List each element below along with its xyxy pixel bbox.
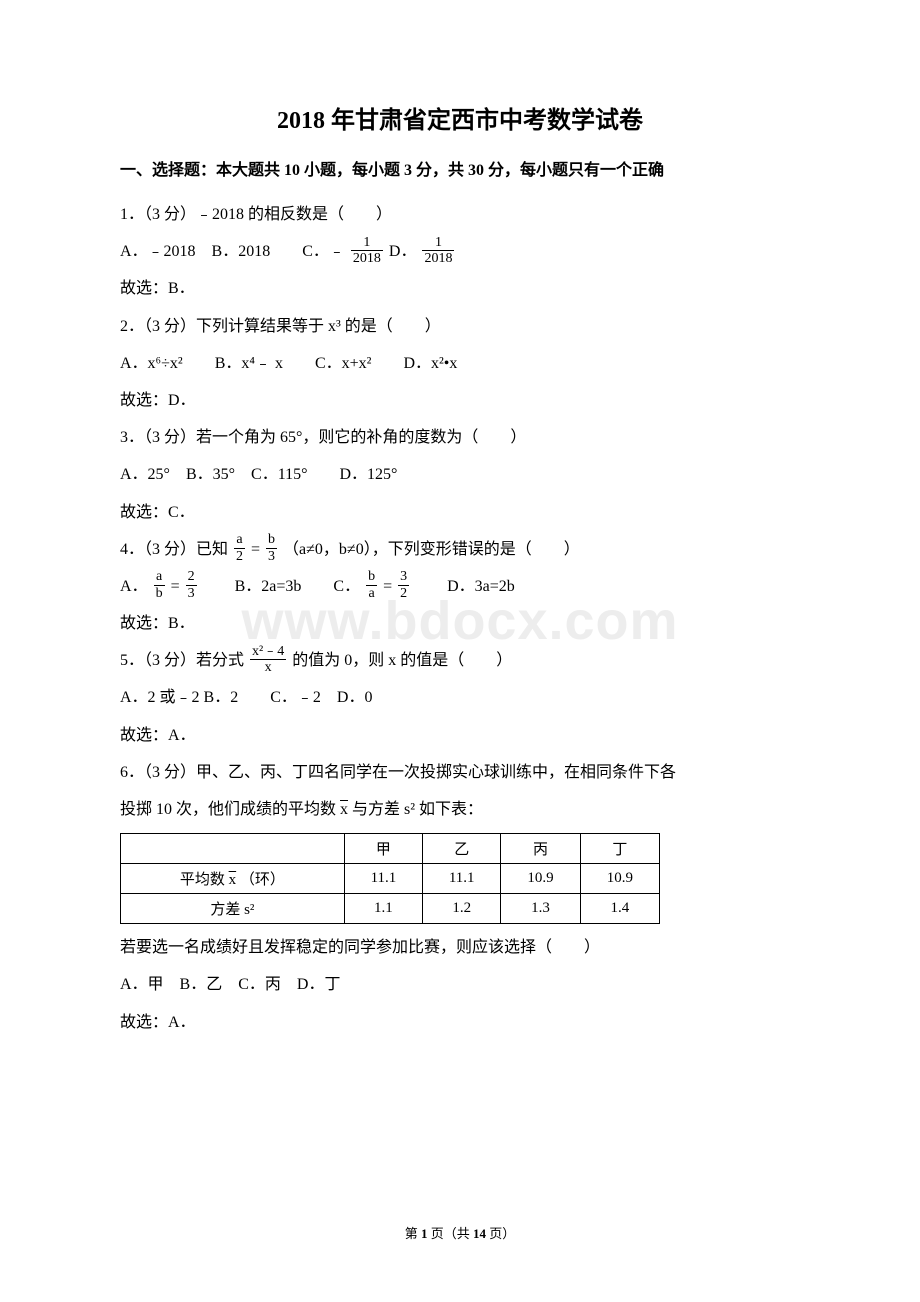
table-cell: 1.1	[344, 894, 422, 924]
frac-den: 2018	[351, 251, 383, 266]
frac-den: b	[154, 586, 165, 601]
q2-stem: 2．（3 分）下列计算结果等于 x³ 的是（ ）	[120, 309, 800, 344]
q5-stem-post: 的值为 0，则 x 的值是（ ）	[292, 652, 512, 669]
q6-answer: 故选：A．	[120, 1005, 800, 1040]
table-cell: 11.1	[344, 864, 422, 894]
doc-title: 2018 年甘肃省定西市中考数学试卷	[120, 100, 800, 135]
frac-den: 3	[186, 586, 197, 601]
frac-num: 3	[398, 569, 409, 585]
q4-fracC: b a	[366, 569, 377, 601]
q2-options: A．x⁶÷x² B．x⁴﹣ x C．x+x² D．x²•x	[120, 346, 800, 381]
q4-eq: =	[251, 541, 260, 558]
q4-eqC: =	[383, 578, 392, 595]
content: 2018 年甘肃省定西市中考数学试卷 一、选择题：本大题共 10 小题，每小题 …	[120, 100, 800, 1040]
frac-den: a	[366, 586, 377, 601]
q4-fracA: a b	[154, 569, 165, 601]
table-cell: 1.3	[501, 894, 580, 924]
table-cell: 11.1	[423, 864, 501, 894]
table-cell: 甲	[344, 834, 422, 864]
frac-num: 2	[186, 569, 197, 585]
q5-stem: 5．（3 分）若分式 x²﹣4 x 的值为 0，则 x 的值是（ ）	[120, 643, 800, 678]
frac-den: 3	[266, 549, 277, 564]
frac-num: b	[366, 569, 377, 585]
q4-frac-l: a 2	[234, 532, 245, 564]
q4-answer: 故选：B．	[120, 606, 800, 641]
footer-post: 页）	[486, 1226, 515, 1241]
table-cell: 1.2	[423, 894, 501, 924]
q4-eqA: =	[171, 578, 180, 595]
frac-num: a	[154, 569, 165, 585]
q4-fracC2: 3 2	[398, 569, 409, 601]
xbar: x	[229, 872, 237, 888]
q4-optA-pre: A．	[120, 578, 148, 595]
frac-den: 2	[398, 586, 409, 601]
q6-table: 甲 乙 丙 丁 平均数 x （环） 11.1 11.1 10.9 10.9 方差…	[120, 833, 660, 924]
footer-total: 14	[473, 1226, 486, 1241]
q4-optB: B．2a=3b C．	[203, 578, 360, 595]
frac-den: 2	[234, 549, 245, 564]
frac-den: x	[250, 660, 286, 675]
q5-stem-pre: 5．（3 分）若分式	[120, 652, 244, 669]
page-footer: 第 1 页（共 14 页）	[0, 1223, 920, 1242]
table-row: 甲 乙 丙 丁	[121, 834, 660, 864]
table-cell: 平均数 x （环）	[121, 864, 345, 894]
frac-num: x²﹣4	[250, 644, 286, 660]
page: www.bdocx.com 2018 年甘肃省定西市中考数学试卷 一、选择题：本…	[0, 0, 920, 1302]
table-row: 方差 s² 1.1 1.2 1.3 1.4	[121, 894, 660, 924]
q1-mid: D．	[389, 243, 417, 260]
q6-post: 若要选一名成绩好且发挥稳定的同学参加比赛，则应该选择（ ）	[120, 930, 800, 965]
q4-stem-pre: 4．（3 分）已知	[120, 541, 228, 558]
q6-stem2-post: 与方差 s² 如下表：	[352, 801, 483, 818]
footer-pre: 第	[405, 1226, 421, 1241]
q1-stem: 1．（3 分）﹣2018 的相反数是（ ）	[120, 197, 800, 232]
table-cell: 丙	[501, 834, 580, 864]
row1-label-pre: 平均数	[180, 872, 225, 888]
q4-stem-post: （a≠0，b≠0），下列变形错误的是（ ）	[283, 541, 580, 558]
q2-answer: 故选：D．	[120, 383, 800, 418]
table-cell	[121, 834, 345, 864]
frac-num: 1	[422, 235, 454, 251]
q6-options: A．甲 B．乙 C．丙 D．丁	[120, 967, 800, 1002]
q1-frac1: 1 2018	[351, 235, 383, 267]
table-row: 平均数 x （环） 11.1 11.1 10.9 10.9	[121, 864, 660, 894]
table-cell: 乙	[423, 834, 501, 864]
q4-frac-r: b 3	[266, 532, 277, 564]
q1-frac2: 1 2018	[422, 235, 454, 267]
footer-mid: 页（共	[427, 1226, 473, 1241]
q5-frac: x²﹣4 x	[250, 644, 286, 676]
table-cell: 方差 s²	[121, 894, 345, 924]
q5-answer: 故选：A．	[120, 718, 800, 753]
q6-stem1: 6．（3 分）甲、乙、丙、丁四名同学在一次投掷实心球训练中，在相同条件下各	[120, 755, 800, 790]
q3-answer: 故选：C．	[120, 495, 800, 530]
q1-answer: 故选：B．	[120, 271, 800, 306]
frac-num: 1	[351, 235, 383, 251]
q6-stem2: 投掷 10 次，他们成绩的平均数 x 与方差 s² 如下表：	[120, 792, 800, 827]
frac-num: a	[234, 532, 245, 548]
q3-stem: 3．（3 分）若一个角为 65°，则它的补角的度数为（ ）	[120, 420, 800, 455]
q1-opt-pre: A．﹣2018 B．2018 C．﹣	[120, 243, 345, 260]
frac-num: b	[266, 532, 277, 548]
section-heading: 一、选择题：本大题共 10 小题，每小题 3 分，共 30 分，每小题只有一个正…	[120, 155, 800, 187]
q4-options: A． a b = 2 3 B．2a=3b C． b a = 3 2 D．3a=2…	[120, 569, 800, 604]
q4-stem: 4．（3 分）已知 a 2 = b 3 （a≠0，b≠0），下列变形错误的是（ …	[120, 532, 800, 567]
table-cell: 10.9	[580, 864, 659, 894]
table-cell: 10.9	[501, 864, 580, 894]
table-cell: 丁	[580, 834, 659, 864]
row1-label-post: （环）	[240, 872, 285, 888]
q6-stem2-pre: 投掷 10 次，他们成绩的平均数	[120, 801, 336, 818]
q1-options: A．﹣2018 B．2018 C．﹣ 1 2018 D． 1 2018	[120, 234, 800, 269]
q4-optD: D．3a=2b	[415, 578, 515, 595]
frac-den: 2018	[422, 251, 454, 266]
q4-fracA2: 2 3	[186, 569, 197, 601]
table-cell: 1.4	[580, 894, 659, 924]
xbar: x	[340, 801, 348, 818]
q5-options: A．2 或﹣2 B．2 C．﹣2 D．0	[120, 680, 800, 715]
q3-options: A．25° B．35° C．115° D．125°	[120, 457, 800, 492]
